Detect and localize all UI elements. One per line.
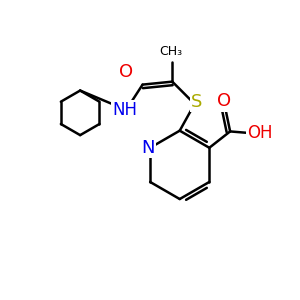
Text: S: S xyxy=(191,93,203,111)
Text: NH: NH xyxy=(112,101,137,119)
Text: O: O xyxy=(217,92,231,110)
Text: N: N xyxy=(141,139,154,157)
Text: CH₃: CH₃ xyxy=(159,45,182,58)
Text: OH: OH xyxy=(247,124,273,142)
Text: O: O xyxy=(119,63,133,81)
